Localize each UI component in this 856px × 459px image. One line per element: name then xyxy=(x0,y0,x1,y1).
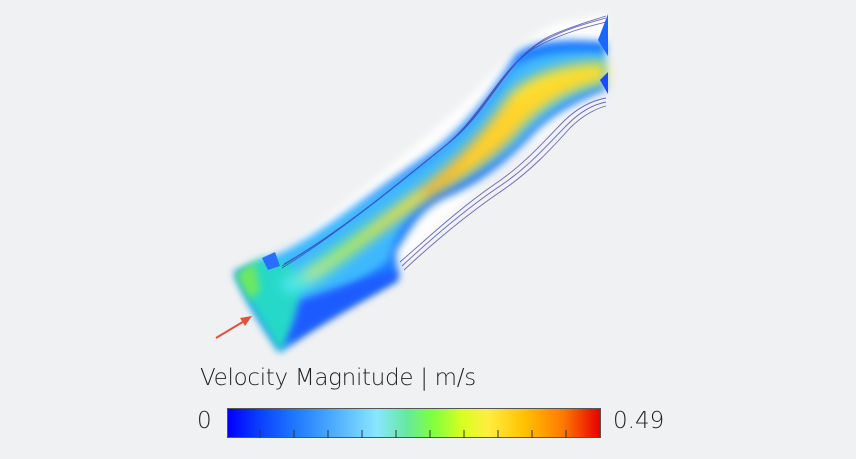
colorbar xyxy=(227,408,601,438)
legend-title: Velocity Magnitude | m/s xyxy=(200,365,476,391)
streamlines xyxy=(281,15,607,271)
lower-blue-region xyxy=(286,270,398,346)
legend-min-value: 0 xyxy=(197,408,212,434)
colorbar-ticks xyxy=(259,430,567,438)
inflow-arrow-icon xyxy=(215,316,252,339)
core-flow xyxy=(282,62,606,293)
outlet-edge xyxy=(598,14,608,94)
legend-max-value: 0.49 xyxy=(613,408,665,434)
